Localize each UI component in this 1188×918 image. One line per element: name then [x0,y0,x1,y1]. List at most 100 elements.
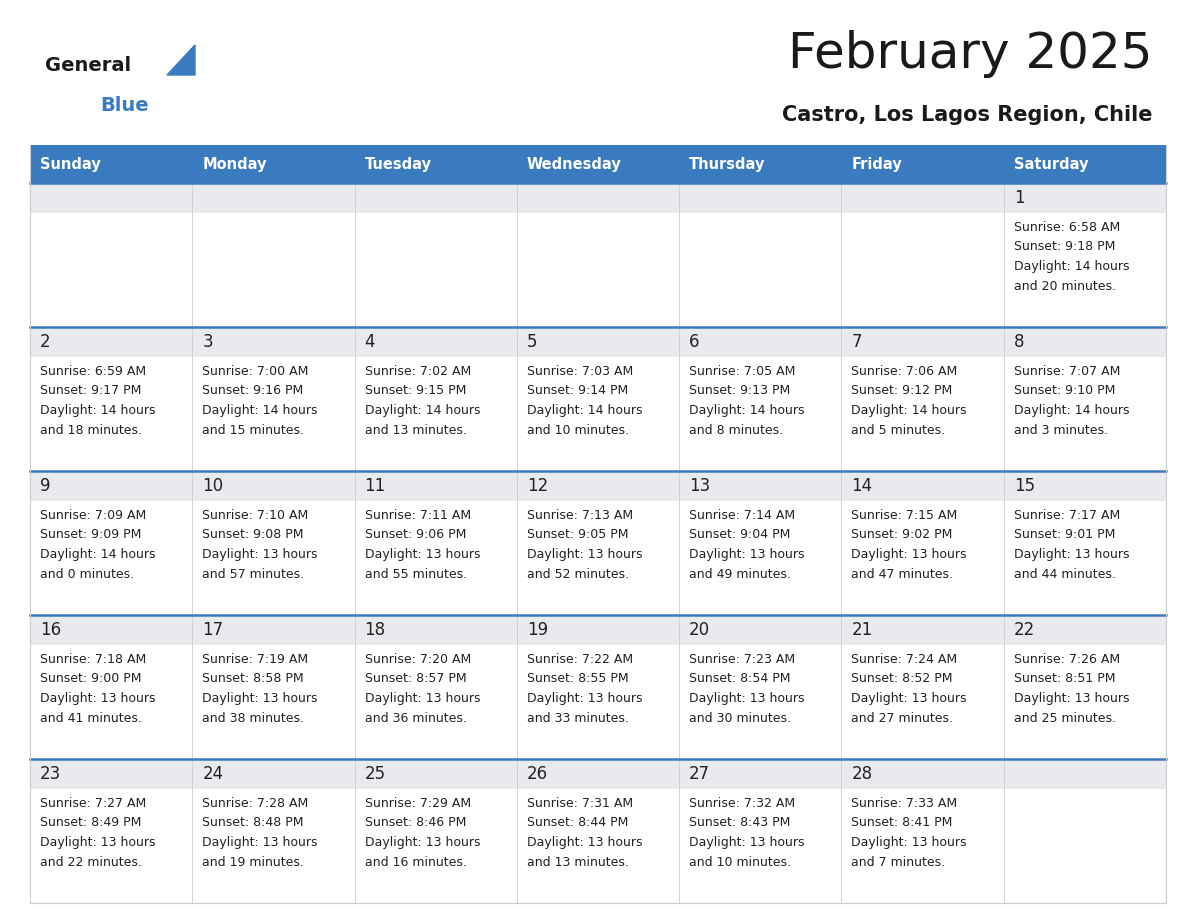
Text: Sunrise: 7:32 AM: Sunrise: 7:32 AM [689,797,795,810]
Bar [30,327,1165,357]
Text: 4: 4 [365,333,375,351]
Text: Sunrise: 7:10 AM: Sunrise: 7:10 AM [202,509,309,522]
Text: and 13 minutes.: and 13 minutes. [526,856,628,868]
Text: Thursday: Thursday [689,156,765,172]
Text: Tuesday: Tuesday [365,156,431,172]
Text: Sunset: 9:15 PM: Sunset: 9:15 PM [365,385,466,397]
Text: Daylight: 13 hours: Daylight: 13 hours [40,836,156,849]
Text: Sunset: 9:14 PM: Sunset: 9:14 PM [526,385,628,397]
Bar [30,759,1165,789]
Text: Sunset: 8:55 PM: Sunset: 8:55 PM [526,673,628,686]
Text: Sunrise: 7:06 AM: Sunrise: 7:06 AM [852,365,958,378]
Text: 16: 16 [40,621,61,639]
Text: Daylight: 14 hours: Daylight: 14 hours [40,404,156,417]
Text: and 18 minutes.: and 18 minutes. [40,423,143,436]
Text: 3: 3 [202,333,213,351]
Text: 2: 2 [40,333,51,351]
Text: 1: 1 [1013,189,1024,207]
Text: 23: 23 [40,765,62,783]
Text: Sunrise: 7:28 AM: Sunrise: 7:28 AM [202,797,309,810]
Text: Sunset: 9:13 PM: Sunset: 9:13 PM [689,385,790,397]
Text: and 8 minutes.: and 8 minutes. [689,423,783,436]
Text: Daylight: 14 hours: Daylight: 14 hours [1013,260,1130,273]
Polygon shape [168,45,195,75]
Text: Sunset: 8:49 PM: Sunset: 8:49 PM [40,816,141,830]
Text: Daylight: 14 hours: Daylight: 14 hours [365,404,480,417]
Text: and 41 minutes.: and 41 minutes. [40,711,141,724]
Text: General: General [45,56,131,75]
Text: Saturday: Saturday [1013,156,1088,172]
Text: Sunset: 8:46 PM: Sunset: 8:46 PM [365,816,466,830]
Text: Sunrise: 7:22 AM: Sunrise: 7:22 AM [526,653,633,666]
Text: 22: 22 [1013,621,1035,639]
Text: Daylight: 13 hours: Daylight: 13 hours [526,548,643,561]
Text: Daylight: 13 hours: Daylight: 13 hours [365,692,480,705]
Text: Sunset: 8:43 PM: Sunset: 8:43 PM [689,816,790,830]
Bar [30,471,1165,615]
Text: 5: 5 [526,333,537,351]
Text: Daylight: 14 hours: Daylight: 14 hours [689,404,804,417]
Text: and 5 minutes.: and 5 minutes. [852,423,946,436]
Text: Sunrise: 7:17 AM: Sunrise: 7:17 AM [1013,509,1120,522]
Text: Sunrise: 7:18 AM: Sunrise: 7:18 AM [40,653,146,666]
Text: Daylight: 13 hours: Daylight: 13 hours [40,692,156,705]
Text: Daylight: 14 hours: Daylight: 14 hours [852,404,967,417]
Text: and 33 minutes.: and 33 minutes. [526,711,628,724]
Text: and 22 minutes.: and 22 minutes. [40,856,141,868]
Text: Daylight: 13 hours: Daylight: 13 hours [202,692,317,705]
Text: Daylight: 14 hours: Daylight: 14 hours [40,548,156,561]
Text: 26: 26 [526,765,548,783]
Text: and 36 minutes.: and 36 minutes. [365,711,467,724]
Text: Sunrise: 7:33 AM: Sunrise: 7:33 AM [852,797,958,810]
Text: 18: 18 [365,621,386,639]
Text: Sunrise: 7:27 AM: Sunrise: 7:27 AM [40,797,146,810]
Text: and 20 minutes.: and 20 minutes. [1013,279,1116,293]
Bar [30,145,1165,183]
Text: Blue: Blue [100,96,148,115]
Text: 24: 24 [202,765,223,783]
Bar [30,183,1165,327]
Text: Sunrise: 7:29 AM: Sunrise: 7:29 AM [365,797,470,810]
Text: Daylight: 13 hours: Daylight: 13 hours [689,692,804,705]
Text: Daylight: 14 hours: Daylight: 14 hours [1013,404,1130,417]
Text: and 0 minutes.: and 0 minutes. [40,567,134,580]
Text: Daylight: 13 hours: Daylight: 13 hours [526,836,643,849]
Text: Sunrise: 7:15 AM: Sunrise: 7:15 AM [852,509,958,522]
Text: Daylight: 13 hours: Daylight: 13 hours [852,548,967,561]
Text: Sunset: 9:06 PM: Sunset: 9:06 PM [365,529,466,542]
Text: 15: 15 [1013,477,1035,495]
Bar [30,327,1165,471]
Text: and 15 minutes.: and 15 minutes. [202,423,304,436]
Text: 9: 9 [40,477,51,495]
Text: Daylight: 14 hours: Daylight: 14 hours [526,404,643,417]
Text: Sunset: 9:16 PM: Sunset: 9:16 PM [202,385,304,397]
Text: Sunday: Sunday [40,156,101,172]
Text: and 13 minutes.: and 13 minutes. [365,423,467,436]
Text: 6: 6 [689,333,700,351]
Text: Sunrise: 7:07 AM: Sunrise: 7:07 AM [1013,365,1120,378]
Text: Daylight: 13 hours: Daylight: 13 hours [852,836,967,849]
Text: and 44 minutes.: and 44 minutes. [1013,567,1116,580]
Text: 17: 17 [202,621,223,639]
Bar [30,615,1165,759]
Text: and 10 minutes.: and 10 minutes. [526,423,628,436]
Text: Sunrise: 7:09 AM: Sunrise: 7:09 AM [40,509,146,522]
Text: and 10 minutes.: and 10 minutes. [689,856,791,868]
Text: Daylight: 13 hours: Daylight: 13 hours [689,548,804,561]
Text: Sunrise: 7:23 AM: Sunrise: 7:23 AM [689,653,795,666]
Text: February 2025: February 2025 [789,30,1154,78]
Text: Sunset: 9:17 PM: Sunset: 9:17 PM [40,385,141,397]
Text: Sunrise: 7:14 AM: Sunrise: 7:14 AM [689,509,795,522]
Text: 21: 21 [852,621,873,639]
Text: Sunrise: 7:13 AM: Sunrise: 7:13 AM [526,509,633,522]
Text: Sunset: 9:12 PM: Sunset: 9:12 PM [852,385,953,397]
Text: Sunset: 9:09 PM: Sunset: 9:09 PM [40,529,141,542]
Text: Daylight: 13 hours: Daylight: 13 hours [1013,692,1130,705]
Text: 25: 25 [365,765,386,783]
Bar [30,183,1165,213]
Text: 27: 27 [689,765,710,783]
Text: Sunset: 8:51 PM: Sunset: 8:51 PM [1013,673,1116,686]
Text: Sunrise: 7:11 AM: Sunrise: 7:11 AM [365,509,470,522]
Text: Sunset: 8:48 PM: Sunset: 8:48 PM [202,816,304,830]
Text: Daylight: 13 hours: Daylight: 13 hours [365,836,480,849]
